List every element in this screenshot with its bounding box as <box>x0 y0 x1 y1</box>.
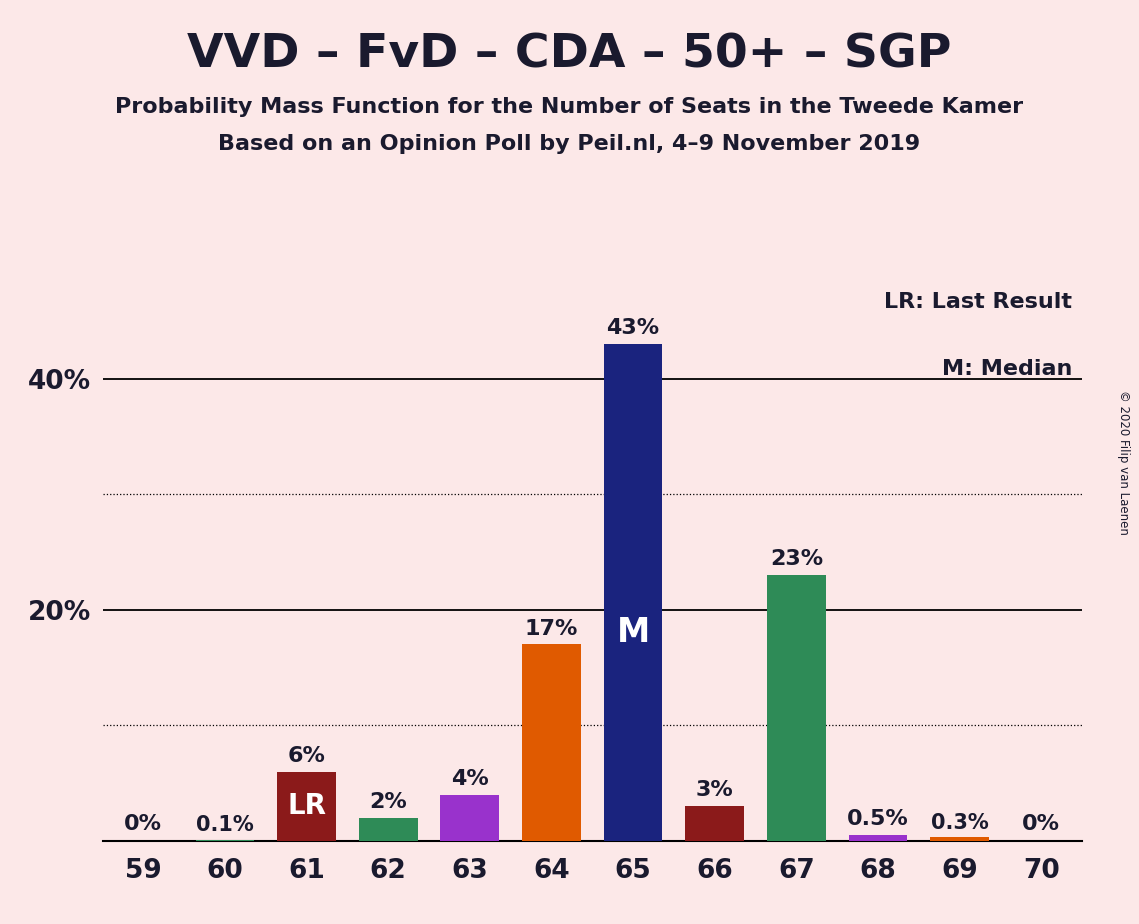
Text: © 2020 Filip van Laenen: © 2020 Filip van Laenen <box>1117 390 1130 534</box>
Text: 43%: 43% <box>607 319 659 338</box>
Text: 0%: 0% <box>1022 814 1060 833</box>
Text: 23%: 23% <box>770 550 822 569</box>
Bar <box>359 818 418 841</box>
Text: 0%: 0% <box>124 814 163 833</box>
Bar <box>686 806 744 841</box>
Text: M: Median: M: Median <box>942 359 1072 379</box>
Text: M: M <box>616 615 649 649</box>
Text: 4%: 4% <box>451 769 489 789</box>
Text: Probability Mass Function for the Number of Seats in the Tweede Kamer: Probability Mass Function for the Number… <box>115 97 1024 117</box>
Bar <box>604 345 663 841</box>
Text: LR: Last Result: LR: Last Result <box>884 292 1072 312</box>
Bar <box>277 772 336 841</box>
Bar <box>196 840 254 841</box>
Bar <box>849 835 908 841</box>
Text: 3%: 3% <box>696 781 734 800</box>
Text: 0.5%: 0.5% <box>847 809 909 830</box>
Text: 2%: 2% <box>369 792 407 812</box>
Bar <box>522 645 581 841</box>
Text: 6%: 6% <box>288 746 326 766</box>
Bar <box>441 795 499 841</box>
Bar <box>931 837 989 841</box>
Text: 0.3%: 0.3% <box>931 813 989 833</box>
Text: 0.1%: 0.1% <box>196 815 254 835</box>
Text: VVD – FvD – CDA – 50+ – SGP: VVD – FvD – CDA – 50+ – SGP <box>187 32 952 78</box>
Text: LR: LR <box>287 792 326 821</box>
Text: Based on an Opinion Poll by Peil.nl, 4–9 November 2019: Based on an Opinion Poll by Peil.nl, 4–9… <box>219 134 920 154</box>
Bar <box>767 575 826 841</box>
Text: 17%: 17% <box>525 619 579 638</box>
